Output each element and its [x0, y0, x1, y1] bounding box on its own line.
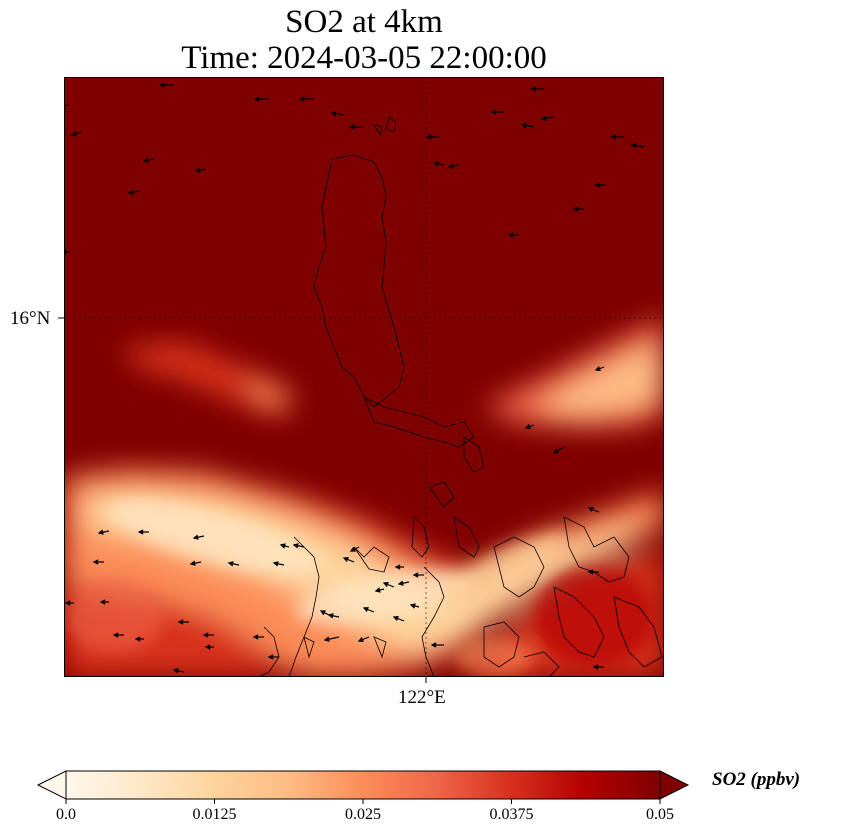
wind-arrow-head [490, 109, 497, 115]
wind-arrow-head [272, 561, 279, 567]
wind-arrow-head [192, 534, 199, 540]
wind-arrow-head [158, 82, 165, 88]
wind-arrow-head [177, 619, 184, 625]
wind-arrow-head [292, 543, 299, 549]
wind-arrow-head [594, 365, 601, 372]
colorbar-title: SO2 (ppbv) [712, 769, 801, 790]
wind-arrow-head [64, 600, 71, 606]
wind-arrow-head [112, 632, 119, 638]
wind-arrow-head [97, 529, 104, 535]
wind-arrow-head [348, 124, 355, 130]
wind-arrow-head [204, 644, 211, 650]
colorbar-tick-label: 0.0375 [489, 806, 534, 823]
wind-arrow-head [298, 96, 305, 102]
map-frame [64, 77, 664, 677]
lat-tick-label: 16°N [10, 308, 51, 329]
wind-arrow-head [572, 206, 579, 212]
so2-map [64, 77, 664, 677]
wind-arrow-head [430, 642, 437, 648]
map-title-line-1: SO2 at 4km [285, 4, 443, 40]
wind-arrow-head [189, 560, 196, 566]
wind-arrow-head [134, 636, 141, 642]
wind-arrow-head [327, 613, 334, 619]
colorbar-tick-label: 0.05 [646, 806, 674, 823]
wind-arrows [64, 82, 645, 674]
colorbar-tick-label: 0.0125 [192, 806, 237, 823]
wind-arrow [64, 104, 70, 107]
wind-arrow-head [279, 543, 286, 549]
wind-arrow-head [382, 581, 389, 588]
colorbar-extend-max [659, 770, 690, 800]
colorbar-gradient [65, 770, 661, 800]
wind-arrow-head [319, 610, 326, 616]
colorbar-extend-min [36, 770, 67, 800]
wind-arrow-head [394, 564, 401, 570]
wind-arrow-head [253, 96, 260, 102]
wind-arrow-head [127, 189, 134, 195]
wind-arrow-head [267, 654, 274, 660]
wind-arrow-head [172, 668, 179, 674]
wind-arrow-head [362, 606, 369, 613]
wind-arrow-head [592, 664, 599, 670]
wind-arrow-head [397, 580, 404, 586]
wind-arrow-head [330, 110, 337, 117]
wind-arrow-head [524, 423, 531, 430]
wind-arrow-head [342, 556, 349, 563]
wind-arrow-head [552, 448, 560, 454]
wind-arrow-head [357, 636, 364, 643]
wind-arrow-head [194, 167, 201, 173]
wind-arrow-head [92, 559, 99, 565]
wind-arrow-head [447, 163, 454, 169]
wind-arrow-head [587, 569, 594, 575]
wind-arrow-head [99, 599, 106, 605]
coastlines [258, 116, 663, 677]
wind-arrow-head [610, 134, 617, 140]
wind-arrow-head [202, 632, 209, 638]
wind-arrow-head [594, 182, 601, 188]
wind-arrow-head [227, 561, 234, 567]
colorbar-tick-label: 0.0 [56, 806, 76, 823]
colorbar-ticks [65, 799, 661, 804]
wind-arrow-head [374, 587, 381, 593]
wind-arrow-head [587, 506, 594, 513]
wind-arrow-head [70, 131, 77, 137]
wind-arrow-head [349, 546, 356, 552]
wind-arrow-head [409, 603, 416, 609]
wind-arrow-head [392, 615, 399, 622]
wind-arrow-head [540, 115, 547, 122]
lon-tick-label: 122°E [398, 687, 446, 708]
wind-arrow-head [252, 634, 259, 640]
wind-arrow-head [630, 142, 637, 149]
map-title-line-2: Time: 2024-03-05 22:00:00 [181, 40, 547, 76]
wind-arrow-head [412, 572, 419, 578]
wind-arrow-head [507, 232, 514, 238]
wind-arrow-head [425, 134, 432, 140]
colorbar-tick-label: 0.025 [345, 806, 381, 823]
wind-arrow-head [142, 157, 149, 163]
wind-arrow-head [323, 636, 330, 642]
wind-arrow-head [520, 122, 527, 129]
wind-arrow-head [432, 161, 439, 167]
wind-arrow-head [530, 86, 537, 92]
wind-arrow-head [137, 529, 144, 535]
